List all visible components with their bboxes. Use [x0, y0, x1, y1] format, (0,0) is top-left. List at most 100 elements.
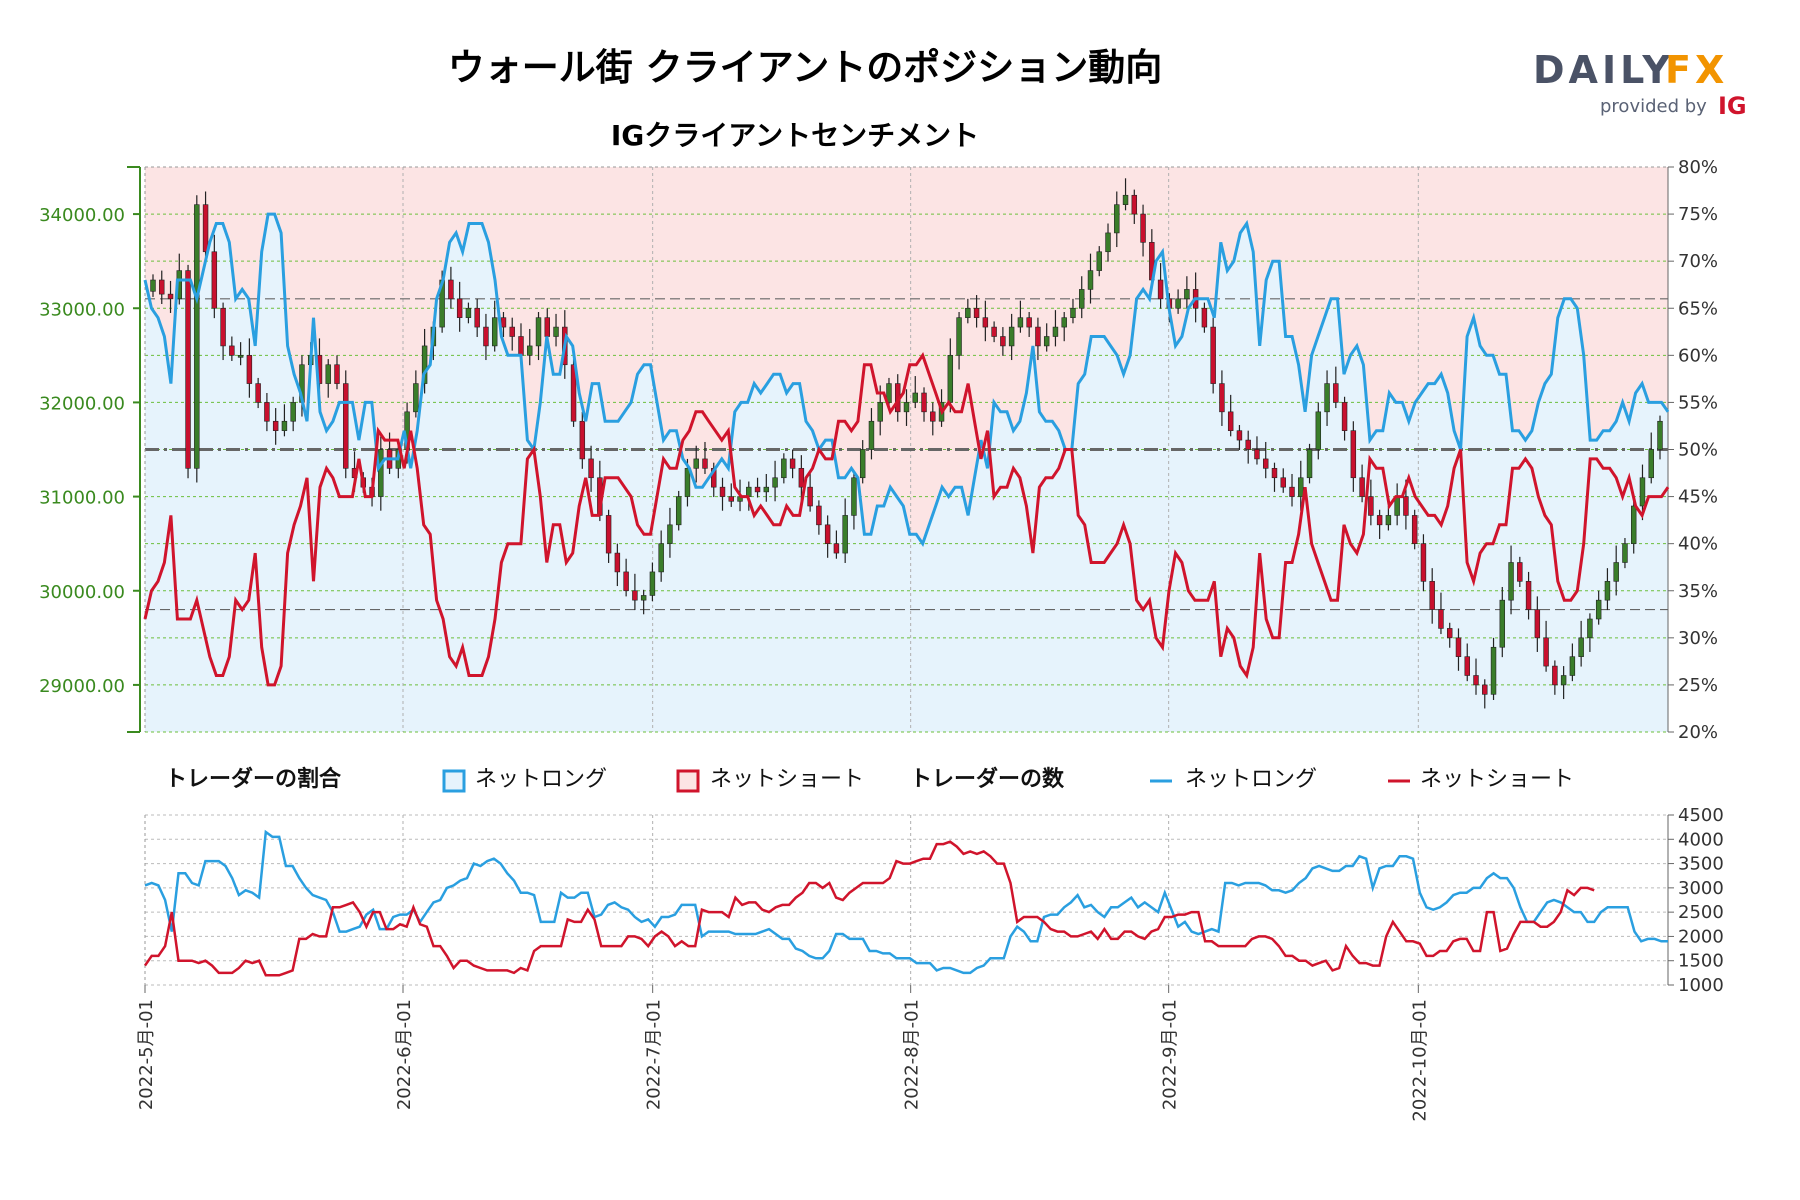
- candle-body: [982, 317, 989, 328]
- candle-body: [1639, 477, 1646, 507]
- candle-body: [159, 279, 165, 295]
- legend-long-ratio: ネットロング: [475, 767, 607, 792]
- price-tick-label: 30000.00: [39, 582, 125, 603]
- x-axis: 2022-5月-01 2022-6月-01 2022-7月-01 2022-8月-01…: [136, 985, 1430, 1122]
- price-tick-label: 29000.00: [39, 676, 125, 697]
- candle-body: [1008, 326, 1015, 347]
- candle-body: [1587, 618, 1593, 639]
- candle-body: [1499, 599, 1506, 648]
- count-tick-label: 2000: [1678, 926, 1724, 947]
- candle-body: [1446, 628, 1453, 639]
- candle-body: [1254, 449, 1260, 460]
- candle-body: [877, 402, 883, 422]
- candle-body: [1105, 232, 1111, 253]
- candle-body: [1271, 468, 1278, 479]
- candle-body: [763, 486, 770, 493]
- chart-subtitle: IGクライアントセンチメント: [611, 119, 979, 152]
- candle-body: [921, 392, 927, 413]
- logo-ig: IG: [1718, 92, 1747, 120]
- count-tick-label: 4500: [1678, 805, 1724, 826]
- candle-body: [1595, 599, 1602, 620]
- candle-body: [509, 326, 515, 337]
- logo-daily: DAILY: [1533, 48, 1674, 92]
- candle-body: [1219, 383, 1225, 413]
- candle-body: [1175, 298, 1181, 309]
- candle-body: [614, 552, 621, 573]
- candle-body: [947, 355, 954, 403]
- candle-body: [1385, 515, 1392, 526]
- candle-body: [1403, 496, 1409, 516]
- candle-body: [1210, 326, 1216, 384]
- candle-body: [1543, 637, 1549, 667]
- legend: トレーダーの割合 ネットロング ネットショート トレーダーの数 ネットロング ネ…: [165, 766, 1574, 793]
- count-tick-label: 3500: [1678, 854, 1724, 875]
- candle-body: [570, 364, 577, 422]
- candle-body: [1341, 402, 1348, 431]
- candle-body: [1376, 515, 1383, 526]
- pct-tick-label: 25%: [1678, 675, 1718, 696]
- candle-body: [421, 345, 428, 384]
- candle-body: [491, 317, 498, 347]
- pct-tick-label: 40%: [1678, 534, 1718, 555]
- legend-short-ratio: ネットショート: [710, 767, 864, 792]
- candle-body: [465, 307, 472, 318]
- candle-body: [719, 486, 726, 497]
- candle-body: [456, 298, 463, 318]
- x-tick-label: 2022-5月-01: [136, 999, 157, 1110]
- dailyfx-logo: DAILY FX provided by IG: [1533, 48, 1747, 120]
- count-tick-label: 1000: [1678, 975, 1724, 996]
- count-short-line: [143, 840, 1595, 977]
- candle-body: [527, 345, 533, 356]
- candle-body: [535, 317, 542, 347]
- candle-body: [544, 317, 550, 337]
- candle-body: [965, 307, 971, 318]
- x-tick-label: 2022-7月-01: [644, 999, 665, 1110]
- candle-body: [693, 458, 699, 469]
- candle-body: [1035, 326, 1041, 347]
- chart-title: ウォール街 クライアントのポジション動向: [448, 46, 1162, 89]
- candle-body: [1508, 562, 1514, 601]
- price-tick-label: 31000.00: [39, 488, 125, 509]
- candle-body: [1622, 543, 1628, 563]
- candle-body: [1122, 194, 1129, 205]
- pct-tick-label: 35%: [1678, 581, 1718, 602]
- candle-body: [1236, 430, 1243, 441]
- legend-short-count: ネットショート: [1420, 767, 1574, 792]
- candle-body: [1630, 505, 1637, 544]
- candle-body: [1455, 637, 1462, 657]
- candle-body: [194, 204, 200, 469]
- candle-body: [973, 307, 980, 318]
- pct-tick-label: 20%: [1678, 722, 1718, 743]
- pct-tick-label: 60%: [1678, 345, 1718, 366]
- pct-tick-label: 75%: [1678, 204, 1718, 225]
- candle-body: [912, 392, 918, 403]
- candle-body: [1552, 665, 1558, 686]
- candle-body: [272, 420, 279, 431]
- candle-body: [1114, 204, 1120, 234]
- candle-body: [1333, 383, 1339, 403]
- candle-body: [1263, 458, 1269, 469]
- count-tick-label: 3000: [1678, 878, 1724, 899]
- candle-body: [211, 251, 218, 309]
- candle-body: [1087, 270, 1094, 290]
- candle-body: [728, 496, 734, 502]
- candle-body: [675, 496, 682, 526]
- legend-count-title: トレーダーの数: [910, 766, 1065, 792]
- candle-body: [798, 468, 805, 488]
- candle-body: [859, 449, 866, 479]
- candle-body: [649, 571, 656, 596]
- candle-body: [1350, 430, 1357, 479]
- candle-body: [868, 420, 875, 450]
- candle-body: [1560, 675, 1567, 686]
- candle-body: [518, 336, 524, 356]
- candle-body: [1648, 449, 1654, 479]
- x-tick-label: 2022-6月-01: [394, 999, 415, 1110]
- candle-body: [1079, 289, 1085, 309]
- candle-body: [658, 543, 664, 573]
- sentiment-panel: 20% 25% 30% 35% 40% 45% 50% 55% 60% 65% 70% 75% 80% 2…: [39, 157, 1718, 743]
- trader-count-panel: 1000 1500 2000 2500 3000 3500 4000 4500: [143, 805, 1724, 996]
- pct-tick-label: 45%: [1678, 487, 1718, 508]
- candle-body: [702, 458, 708, 469]
- count-tick-label: 2500: [1678, 902, 1724, 923]
- candle-body: [1604, 581, 1611, 601]
